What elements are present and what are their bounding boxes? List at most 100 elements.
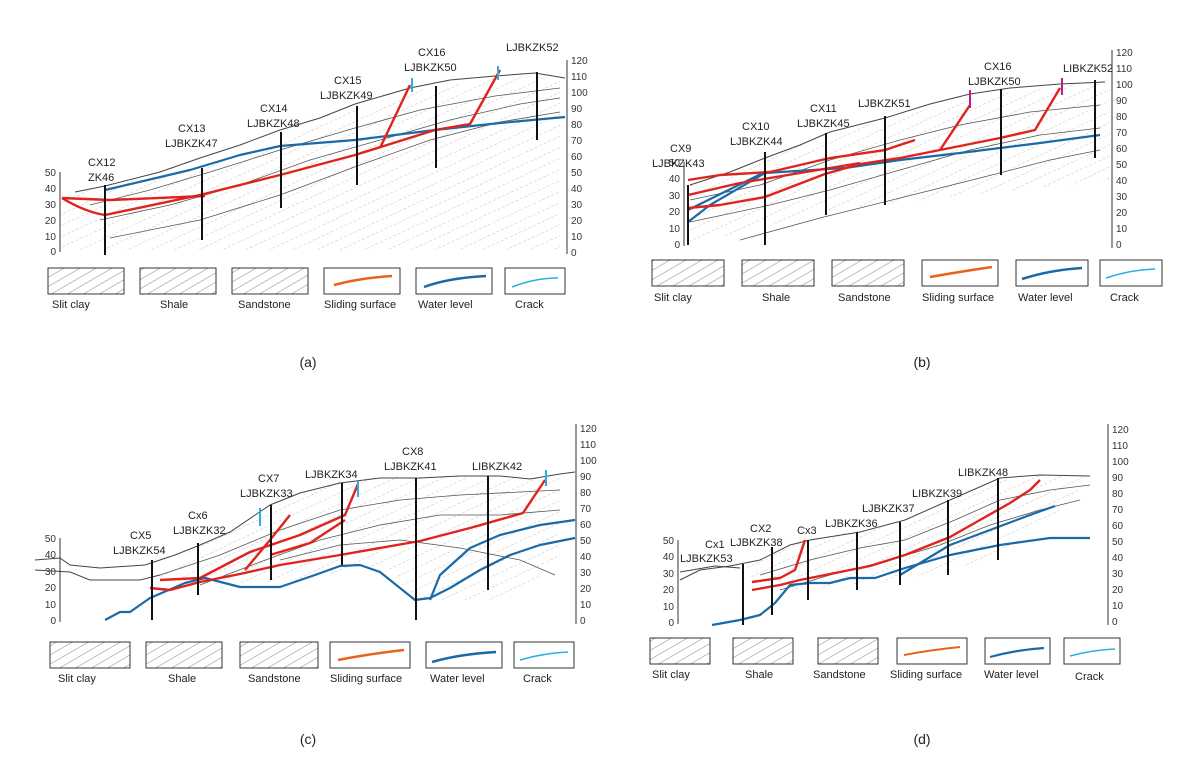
svg-text:100: 100 bbox=[580, 456, 597, 467]
svg-text:30: 30 bbox=[45, 567, 57, 578]
sliding-surface-line bbox=[751, 479, 1041, 592]
borehole-id: LJBKZK50 bbox=[404, 62, 457, 74]
svg-text:100: 100 bbox=[571, 88, 588, 99]
svg-text:Sandstone: Sandstone bbox=[813, 669, 866, 681]
ground-surface bbox=[679, 565, 741, 573]
svg-text:50: 50 bbox=[1112, 537, 1124, 548]
legend-label: Sandstone bbox=[238, 299, 291, 311]
svg-text:40: 40 bbox=[45, 550, 57, 561]
svg-text:Slit clay: Slit clay bbox=[654, 292, 692, 304]
ground-surface bbox=[34, 569, 161, 581]
svg-text:90: 90 bbox=[571, 104, 583, 115]
water-level-line bbox=[711, 536, 1090, 627]
svg-text:50: 50 bbox=[669, 158, 681, 169]
svg-text:40: 40 bbox=[571, 184, 583, 195]
svg-text:10: 10 bbox=[580, 600, 592, 611]
borehole-id: CX15 bbox=[334, 75, 362, 87]
right-axis: 0 10 20 30 40 50 60 70 80 90 100 110 120 bbox=[575, 424, 597, 627]
borehole-id: LJBKZK50 bbox=[968, 76, 1021, 88]
legend-swatch-sliding-surface bbox=[323, 267, 401, 295]
legend: Slit clay Shale Sandstone Sliding surfac… bbox=[651, 259, 1163, 304]
svg-text:20: 20 bbox=[45, 583, 57, 594]
stratum-boundary bbox=[689, 127, 1101, 223]
borehole-id: CX16 bbox=[418, 47, 446, 59]
water-level-line bbox=[687, 133, 1101, 223]
svg-text:90: 90 bbox=[580, 472, 592, 483]
svg-text:10: 10 bbox=[1112, 601, 1124, 612]
legend: Slit clay Shale Sandstone Sliding surfac… bbox=[49, 641, 575, 685]
svg-text:60: 60 bbox=[1116, 144, 1128, 155]
svg-text:20: 20 bbox=[580, 584, 592, 595]
svg-text:30: 30 bbox=[663, 569, 675, 580]
svg-text:10: 10 bbox=[571, 232, 583, 243]
water-level-line bbox=[899, 504, 1056, 576]
svg-text:110: 110 bbox=[1112, 441, 1128, 452]
svg-text:90: 90 bbox=[1112, 473, 1124, 484]
ground-surface bbox=[74, 72, 566, 193]
borehole-id: LJBKZK52 bbox=[506, 42, 559, 54]
svg-text:10: 10 bbox=[1116, 224, 1128, 235]
svg-text:80: 80 bbox=[1112, 489, 1124, 500]
borehole-id: CX9 bbox=[670, 143, 691, 155]
svg-text:Sandstone: Sandstone bbox=[838, 292, 891, 304]
stratum-boundary bbox=[89, 87, 561, 206]
svg-text:60: 60 bbox=[571, 152, 583, 163]
stratum-boundary bbox=[99, 97, 561, 221]
stratum-boundary bbox=[739, 149, 1101, 241]
svg-text:Sliding surface: Sliding surface bbox=[922, 292, 994, 304]
svg-text:Water level: Water level bbox=[984, 669, 1039, 681]
sliding-surface-line bbox=[751, 539, 807, 584]
borehole-id: LJBKZK53 bbox=[680, 553, 733, 565]
right-axis: 0 10 20 30 40 50 60 70 80 90 100 110 120 bbox=[1111, 48, 1133, 251]
borehole-id: LJBKZK44 bbox=[730, 136, 783, 148]
borehole-id: CX5 bbox=[130, 530, 151, 542]
svg-text:10: 10 bbox=[669, 224, 681, 235]
svg-text:0: 0 bbox=[580, 616, 586, 627]
borehole-id: LJBKZK51 bbox=[858, 98, 911, 110]
svg-text:50: 50 bbox=[580, 536, 592, 547]
svg-text:20: 20 bbox=[1112, 585, 1124, 596]
svg-text:40: 40 bbox=[45, 184, 57, 195]
panel-d: Cx1 LJBKZK53 CX2 LJBKZK38 Cx3 LJBKZK36 L… bbox=[649, 424, 1129, 747]
svg-text:70: 70 bbox=[580, 504, 592, 515]
borehole-id: Cx1 bbox=[705, 539, 725, 551]
svg-text:120: 120 bbox=[1112, 425, 1129, 436]
borehole-id: CX12 bbox=[88, 157, 116, 169]
borehole-id: LIBKZK42 bbox=[472, 461, 522, 473]
svg-text:80: 80 bbox=[571, 120, 583, 131]
borehole-id: ZK46 bbox=[88, 172, 114, 184]
sliding-surface-line bbox=[378, 84, 412, 149]
svg-text:110: 110 bbox=[571, 72, 587, 83]
water-level-line bbox=[104, 115, 566, 192]
svg-text:110: 110 bbox=[580, 440, 596, 451]
svg-text:0: 0 bbox=[571, 248, 577, 259]
svg-text:Shale: Shale bbox=[745, 669, 773, 681]
stratum-boundary bbox=[689, 104, 1101, 201]
sliding-surface-line bbox=[269, 518, 346, 557]
svg-text:40: 40 bbox=[1112, 553, 1124, 564]
panel-label: (c) bbox=[300, 731, 316, 747]
svg-text:20: 20 bbox=[45, 216, 57, 227]
legend: Slit clay Shale Sandstone Sliding surfac… bbox=[47, 267, 566, 311]
left-axis: 0 10 20 30 40 50 bbox=[663, 536, 679, 629]
right-axis: 0 10 20 30 40 50 60 70 80 90 100 110 120 bbox=[566, 56, 588, 259]
svg-text:40: 40 bbox=[663, 552, 675, 563]
sliding-surface-line bbox=[939, 104, 971, 151]
legend-label: Shale bbox=[160, 299, 188, 311]
svg-text:30: 30 bbox=[45, 200, 57, 211]
borehole-id: Cx6 bbox=[188, 510, 208, 522]
legend-swatch-slit-clay bbox=[47, 267, 125, 295]
svg-text:30: 30 bbox=[1116, 192, 1128, 203]
borehole-id: LJBKZK36 bbox=[825, 518, 878, 530]
panel-label: (b) bbox=[913, 354, 930, 370]
slope-body bbox=[60, 76, 560, 250]
svg-text:40: 40 bbox=[669, 174, 681, 185]
legend: Slit clay Shale Sandstone Sliding surfac… bbox=[649, 637, 1121, 683]
borehole-id: LJBKZK49 bbox=[320, 90, 373, 102]
borehole-id: LJBKZK32 bbox=[173, 525, 226, 537]
legend-label: Water level bbox=[418, 299, 473, 311]
svg-text:100: 100 bbox=[1112, 457, 1129, 468]
borehole-id: CX16 bbox=[984, 61, 1012, 73]
svg-text:Sliding surface: Sliding surface bbox=[890, 669, 962, 681]
